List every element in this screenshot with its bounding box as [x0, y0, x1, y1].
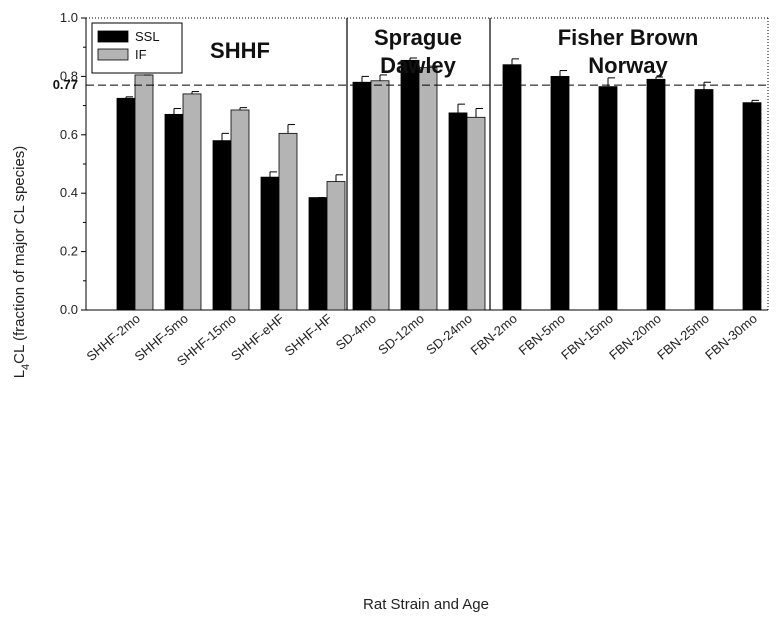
- panel-titles: SHHF Sprague Dawley Fisher Brown Norway: [210, 25, 698, 78]
- reference-line: 0.77: [53, 77, 768, 92]
- bar-ssl: [164, 113, 184, 311]
- bar-ssl: [502, 64, 522, 311]
- bar-ssl: [646, 78, 666, 311]
- bar-ssl: [212, 140, 232, 311]
- panel-title: Sprague: [374, 25, 462, 50]
- reference-line-label: 0.77: [53, 77, 78, 92]
- bars: [116, 59, 762, 311]
- bar-if: [326, 181, 346, 311]
- y-tick-label: 0.6: [60, 127, 78, 142]
- bar-ssl: [550, 76, 570, 311]
- x-tick-label: FBN-25mo: [654, 311, 712, 363]
- bar-ssl: [448, 112, 468, 311]
- bar-ssl: [352, 81, 372, 311]
- y-tick-label: 0.8: [60, 68, 78, 83]
- bar-ssl: [260, 176, 280, 311]
- x-tick-label: SD-24mo: [423, 311, 475, 358]
- y-axis-title-subscript: 4: [20, 364, 32, 370]
- x-tick-label: FBN-15mo: [558, 311, 616, 363]
- x-tick-label: FBN-30mo: [702, 311, 760, 363]
- x-tick-label: SD-4mo: [333, 311, 379, 353]
- bar-if: [230, 109, 250, 311]
- panel-title: SHHF: [210, 38, 270, 63]
- bar-ssl: [742, 102, 762, 311]
- panel-title: Dawley: [380, 53, 457, 78]
- bar-if: [370, 80, 390, 311]
- bar-if: [418, 67, 438, 311]
- y-axis-title: L4CL (fraction of major CL species): [11, 146, 32, 379]
- x-tick-label: SD-12mo: [375, 311, 427, 358]
- panel-title: Fisher Brown: [558, 25, 699, 50]
- error-bars: [125, 57, 759, 199]
- x-axis: SHHF-2moSHHF-5moSHHF-15moSHHF-eHFSHHF-HF…: [83, 311, 759, 369]
- y-tick-label: 0.2: [60, 244, 78, 259]
- x-tick-label: SHHF-eHF: [228, 311, 287, 364]
- x-tick-label: FBN-20mo: [606, 311, 664, 363]
- x-axis-title: Rat Strain and Age: [363, 596, 489, 613]
- y-tick-label: 0.4: [60, 185, 78, 200]
- legend-swatch-ssl: [97, 30, 129, 43]
- panel-title: Norway: [588, 53, 668, 78]
- x-tick-label: SHHF-HF: [282, 311, 335, 359]
- bar-if: [466, 116, 486, 311]
- x-tick-label: FBN-2mo: [468, 311, 520, 358]
- bar-ssl: [694, 89, 714, 311]
- legend-label-if: IF: [135, 47, 147, 62]
- bar-ssl: [400, 59, 420, 311]
- bar-ssl: [116, 97, 136, 311]
- y-axis-title-rest: CL (fraction of major CL species): [11, 146, 28, 364]
- legend-swatch-if: [97, 48, 129, 61]
- y-axis-title-main: L: [11, 370, 28, 378]
- bar-ssl: [308, 197, 328, 311]
- y-tick-label: 0.0: [60, 302, 78, 317]
- y-tick-label: 1.0: [60, 10, 78, 25]
- bar-if: [278, 132, 298, 311]
- bar-ssl: [598, 86, 618, 311]
- legend-label-ssl: SSL: [135, 29, 160, 44]
- bar-if: [134, 74, 154, 311]
- bar-if: [182, 93, 202, 311]
- y-axis: 0.0 0.2 0.4 0.6 0.8 1.0: [60, 10, 86, 317]
- legend: SSL IF: [91, 22, 183, 74]
- panel-dividers: [346, 18, 491, 310]
